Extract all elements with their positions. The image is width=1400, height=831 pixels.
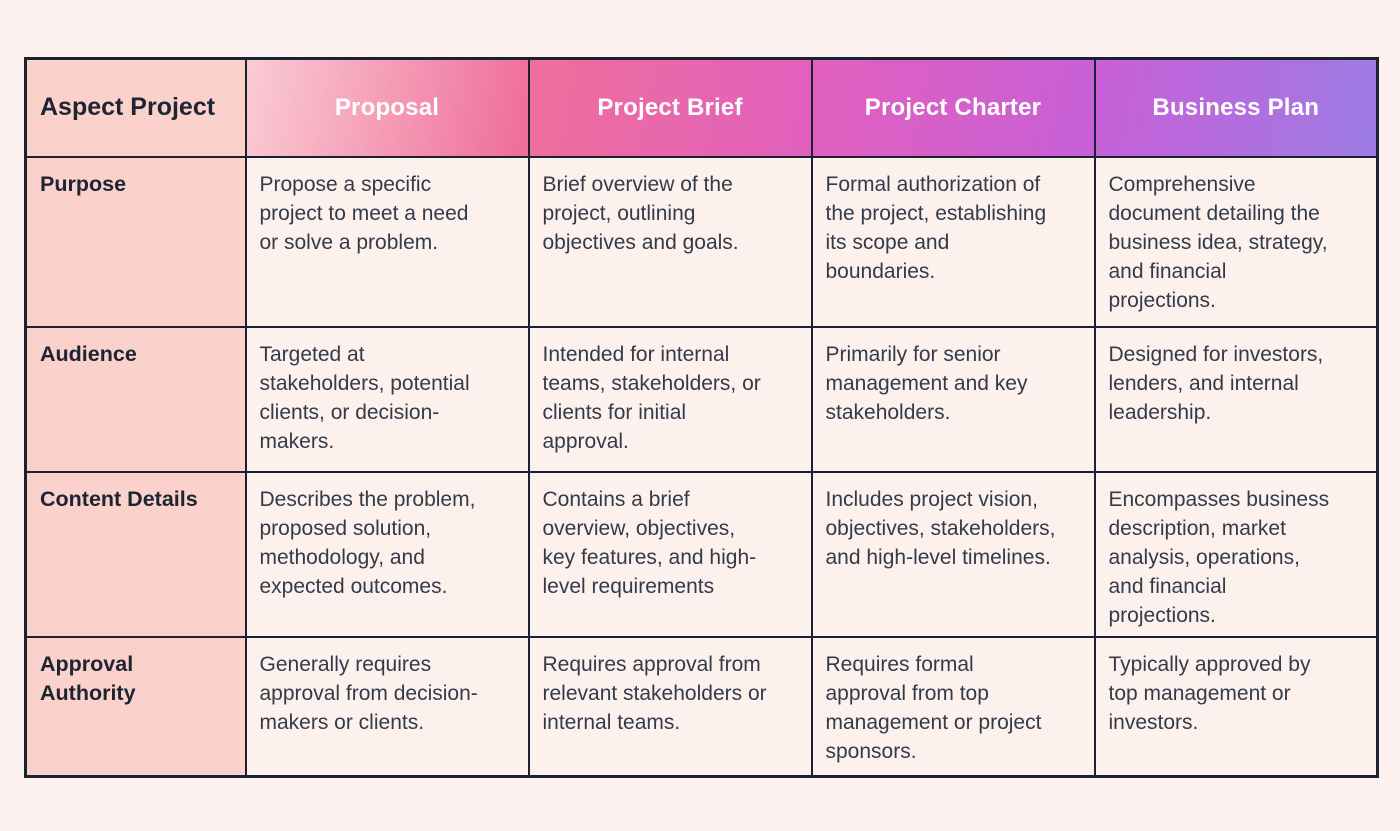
cell-content-project-brief: Contains a brief overview, objectives, k…: [527, 470, 813, 638]
row-label-purpose: Purpose: [24, 155, 247, 328]
cell-audience-project-charter: Primarily for senior management and key …: [810, 325, 1096, 473]
cell-approval-project-charter: Requires formal approval from top manage…: [810, 635, 1096, 778]
cell-purpose-business-plan: Comprehensive document detailing the bus…: [1093, 155, 1379, 328]
column-header-business-plan: Business Plan: [1093, 57, 1379, 158]
cell-approval-proposal: Generally requires approval from decisio…: [244, 635, 530, 778]
table-row-purpose: Purpose Propose a specific project to me…: [24, 155, 1379, 328]
cell-audience-business-plan: Designed for investors, lenders, and int…: [1093, 325, 1379, 473]
table-row-audience: Audience Targeted at stakeholders, poten…: [24, 325, 1379, 473]
cell-content-project-charter: Includes project vision, objectives, sta…: [810, 470, 1096, 638]
cell-content-proposal: Describes the problem, proposed solution…: [244, 470, 530, 638]
row-label-approval-authority: Approval Authority: [24, 635, 247, 778]
cell-approval-business-plan: Typically approved by top management or …: [1093, 635, 1379, 778]
row-label-content-details: Content Details: [24, 470, 247, 638]
table-row-approval-authority: Approval Authority Generally requires ap…: [24, 635, 1379, 778]
cell-audience-project-brief: Intended for internal teams, stakeholder…: [527, 325, 813, 473]
column-header-proposal: Proposal: [244, 57, 530, 158]
table-row-content-details: Content Details Describes the problem, p…: [24, 470, 1379, 638]
cell-approval-project-brief: Requires approval from relevant stakehol…: [527, 635, 813, 778]
comparison-table-container: Aspect Project Proposal Project Brief Pr…: [24, 57, 1379, 778]
column-header-project-charter: Project Charter: [810, 57, 1096, 158]
comparison-table: Aspect Project Proposal Project Brief Pr…: [24, 57, 1379, 778]
column-header-project-brief: Project Brief: [527, 57, 813, 158]
header-row: Aspect Project Proposal Project Brief Pr…: [24, 57, 1379, 158]
cell-content-business-plan: Encompasses business description, market…: [1093, 470, 1379, 638]
cell-audience-proposal: Targeted at stakeholders, potential clie…: [244, 325, 530, 473]
corner-header: Aspect Project: [24, 57, 247, 158]
cell-purpose-project-brief: Brief overview of the project, outlining…: [527, 155, 813, 328]
cell-purpose-proposal: Propose a specific project to meet a nee…: [244, 155, 530, 328]
row-label-audience: Audience: [24, 325, 247, 473]
cell-purpose-project-charter: Formal authorization of the project, est…: [810, 155, 1096, 328]
